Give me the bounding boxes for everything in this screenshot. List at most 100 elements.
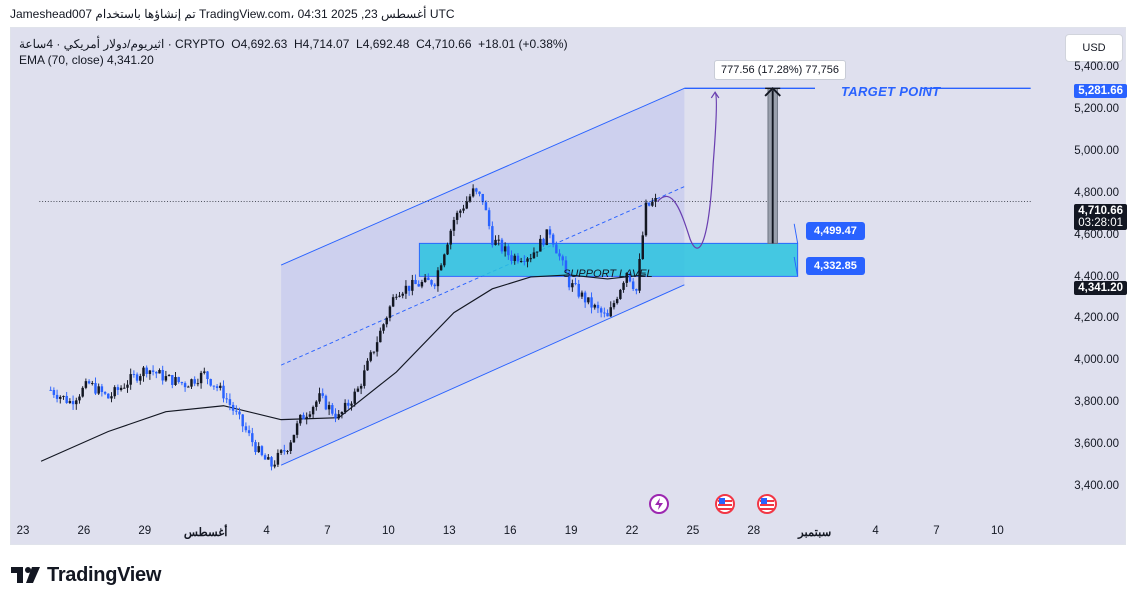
candle-up [369,352,372,361]
price-tick-label: 5,400.00 [1074,61,1119,73]
candle-down [193,379,196,384]
candle-down [555,244,558,254]
price-tick-label: 4,000.00 [1074,354,1119,367]
candle-down [567,272,571,288]
lower-zone-callout: 4,332.85 [806,257,865,275]
lightning-icon[interactable] [649,494,669,514]
upper-callout-connector [793,223,799,244]
candle-down [71,401,75,405]
candle-up [497,239,500,241]
candle-down [135,374,139,381]
us-flag-event-icon[interactable] [715,494,735,514]
time-tick-label: 13 [442,525,456,537]
candle-up [279,450,283,453]
current-price-tag: 4,710.66 03:28:01 [1074,204,1127,230]
candle-up [62,395,65,397]
candle-up [366,360,369,371]
candle-down [103,391,107,394]
candle-up [455,212,459,220]
candle-up [411,279,414,291]
candle-up [465,201,468,209]
candle-down [283,450,286,452]
candle-up [619,289,622,299]
time-tick-label: 23 [16,525,30,537]
candle-down [558,253,561,257]
candle-down [475,188,478,192]
candle-up [375,342,379,352]
candle-up [318,393,321,402]
target-point-label: TARGET POINT [841,84,941,99]
candle-up [622,282,625,290]
candle-up [436,270,440,287]
ohlc-close: C4,710.66 [416,37,472,51]
ohlc-high: H4,714.07 [293,37,350,51]
candle-up [539,238,542,252]
drawing-overlays [39,87,1031,277]
ohlc-low: L4,692.48 [356,37,410,51]
support-zone-rect [418,242,799,277]
price-tick-label: 5,200.00 [1074,102,1119,115]
chart-panel[interactable]: اثيريوم/دولار أمريكي · 4ساعة · CRYPTO O4… [10,27,1127,546]
candle-down [500,239,504,252]
candle-down [548,229,552,235]
candle-up [203,371,206,373]
candle-up [289,442,292,451]
currency-button[interactable]: USD [1065,34,1123,62]
candle-down [647,202,651,206]
candle-up [148,370,152,374]
price-tick-label: 4,400.00 [1074,270,1119,283]
candle-down [577,283,580,297]
candle-up [625,272,628,283]
candle-down [516,255,520,262]
projection-arrow-head [710,91,720,99]
candle-down [183,383,187,388]
candle-down [215,386,219,388]
candle-up [59,396,62,399]
candle-down [87,381,91,384]
candle-down [628,272,632,282]
candle-down [491,226,494,246]
candle-down [151,370,155,372]
price-axis[interactable]: USD 5,400.00 5,200.00 5,000.00 4,800.00 4,60… [1059,28,1127,546]
price-chart[interactable] [11,28,1059,518]
candle-up [459,210,462,213]
candle-down [177,377,180,383]
upper-zone-callout: 4,499.47 [806,222,865,240]
candles [49,184,657,471]
candle-up [353,391,356,404]
candle-up [612,303,616,308]
candle-down [321,393,324,396]
candle-up [68,401,72,403]
projection-path [657,91,717,249]
candle-up [580,292,584,297]
candle-down [65,395,68,403]
candle-down [596,304,600,309]
candle-up [471,188,475,197]
candle-down [433,284,436,287]
candle-up [350,403,353,406]
candle-down [107,393,110,399]
candle-down [247,430,251,434]
candle-down [263,455,267,460]
tradingview-logo[interactable]: TradingView [11,563,161,587]
candle-up [337,414,340,419]
candle-up [199,372,203,384]
us-flag-event-icon[interactable] [757,494,777,514]
candle-down [241,414,244,427]
candle-up [526,258,529,262]
candle-down [116,387,120,390]
candle-up [295,423,299,435]
time-tick-label: 10 [381,525,395,537]
symbol-label[interactable]: اثيريوم/دولار أمريكي · 4ساعة · CRYPTO [19,37,225,51]
candle-up [119,387,123,390]
candle-up [299,414,302,424]
support-level-label: SUPPORT LAVEL [563,268,653,280]
candle-down [251,433,254,443]
ema-legend[interactable]: EMA (70, close) 4,341.20 [19,53,154,67]
candle-up [443,254,446,266]
chart-legend: اثيريوم/دولار أمريكي · 4ساعة · CRYPTO O4… [19,36,568,68]
candle-up [615,298,619,304]
candle-down [564,260,568,273]
candle-down [487,210,491,227]
price-tick-label: 3,400.00 [1074,480,1119,492]
